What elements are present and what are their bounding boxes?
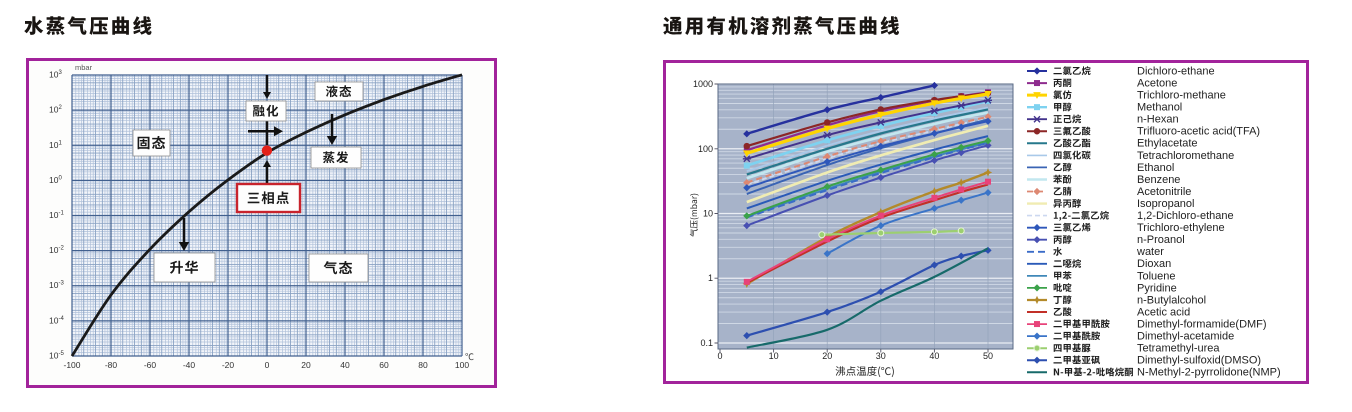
svg-text:40: 40 bbox=[340, 360, 350, 370]
svg-text:Dimethyl-sulfoxid(DMSO): Dimethyl-sulfoxid(DMSO) bbox=[1137, 355, 1261, 367]
svg-text:Tetramethyl-urea: Tetramethyl-urea bbox=[1137, 343, 1220, 355]
svg-text:-60: -60 bbox=[144, 360, 157, 370]
svg-text:Acetone: Acetone bbox=[1137, 77, 1177, 89]
svg-text:Toluene: Toluene bbox=[1137, 270, 1176, 282]
svg-text:Acetic acid: Acetic acid bbox=[1137, 306, 1190, 318]
svg-text:10-3: 10-3 bbox=[49, 280, 64, 290]
svg-text:n-Hexan: n-Hexan bbox=[1137, 114, 1179, 126]
svg-text:10-2: 10-2 bbox=[49, 245, 64, 255]
svg-text:Ethylacetate: Ethylacetate bbox=[1137, 138, 1198, 150]
svg-text:0: 0 bbox=[717, 351, 722, 361]
svg-text:60: 60 bbox=[379, 360, 389, 370]
svg-text:Dimethyl-formamide(DMF): Dimethyl-formamide(DMF) bbox=[1137, 318, 1267, 330]
svg-text:10-1: 10-1 bbox=[49, 210, 64, 220]
svg-text:Isopropanol: Isopropanol bbox=[1137, 198, 1195, 210]
svg-text:Dioxan: Dioxan bbox=[1137, 258, 1171, 270]
svg-text:Tetrachloromethane: Tetrachloromethane bbox=[1137, 150, 1234, 162]
svg-text:Benzene: Benzene bbox=[1137, 174, 1180, 186]
svg-text:Acetonitrile: Acetonitrile bbox=[1137, 186, 1191, 198]
svg-text:10: 10 bbox=[703, 209, 713, 219]
svg-text:0.1: 0.1 bbox=[700, 338, 713, 348]
svg-text:Pyridine: Pyridine bbox=[1137, 282, 1177, 294]
svg-text:20: 20 bbox=[822, 351, 832, 361]
svg-text:Ethanol: Ethanol bbox=[1137, 162, 1174, 174]
svg-text:Dichloro-ethane: Dichloro-ethane bbox=[1137, 65, 1215, 77]
svg-text:Trichloro-methane: Trichloro-methane bbox=[1137, 90, 1226, 102]
svg-text:10-5: 10-5 bbox=[49, 351, 64, 361]
svg-text:101: 101 bbox=[49, 140, 62, 150]
svg-text:80: 80 bbox=[418, 360, 428, 370]
svg-text:N-Methyl-2-pyrrolidone(NMP): N-Methyl-2-pyrrolidone(NMP) bbox=[1137, 367, 1281, 379]
svg-text:10-4: 10-4 bbox=[49, 315, 64, 325]
svg-text:100: 100 bbox=[455, 360, 469, 370]
svg-text:1,2-Dichloro-ethane: 1,2-Dichloro-ethane bbox=[1137, 210, 1234, 222]
svg-text:100: 100 bbox=[698, 144, 713, 154]
svg-text:-20: -20 bbox=[222, 360, 235, 370]
svg-text:water: water bbox=[1136, 246, 1164, 258]
svg-text:102: 102 bbox=[49, 105, 62, 115]
svg-text:Trifluoro-acetic acid(TFA): Trifluoro-acetic acid(TFA) bbox=[1137, 126, 1260, 138]
svg-text:mbar: mbar bbox=[75, 63, 93, 72]
svg-text:Methanol: Methanol bbox=[1137, 102, 1182, 114]
svg-text:-40: -40 bbox=[183, 360, 196, 370]
svg-text:n-Proanol: n-Proanol bbox=[1137, 234, 1185, 246]
svg-text:0: 0 bbox=[265, 360, 270, 370]
svg-text:1000: 1000 bbox=[693, 79, 713, 89]
svg-text:Trichloro-ethylene: Trichloro-ethylene bbox=[1137, 222, 1225, 234]
svg-text:103: 103 bbox=[49, 70, 62, 80]
svg-text:-100: -100 bbox=[63, 360, 80, 370]
svg-text:50: 50 bbox=[983, 351, 993, 361]
svg-text:Dimethyl-acetamide: Dimethyl-acetamide bbox=[1137, 331, 1234, 343]
svg-text:-80: -80 bbox=[105, 360, 118, 370]
svg-text:40: 40 bbox=[929, 351, 939, 361]
svg-text:20: 20 bbox=[301, 360, 311, 370]
svg-text:n-Butylalcohol: n-Butylalcohol bbox=[1137, 294, 1206, 306]
svg-text:10: 10 bbox=[769, 351, 779, 361]
svg-text:1: 1 bbox=[708, 273, 713, 283]
svg-text:30: 30 bbox=[876, 351, 886, 361]
svg-text:100: 100 bbox=[49, 175, 62, 185]
